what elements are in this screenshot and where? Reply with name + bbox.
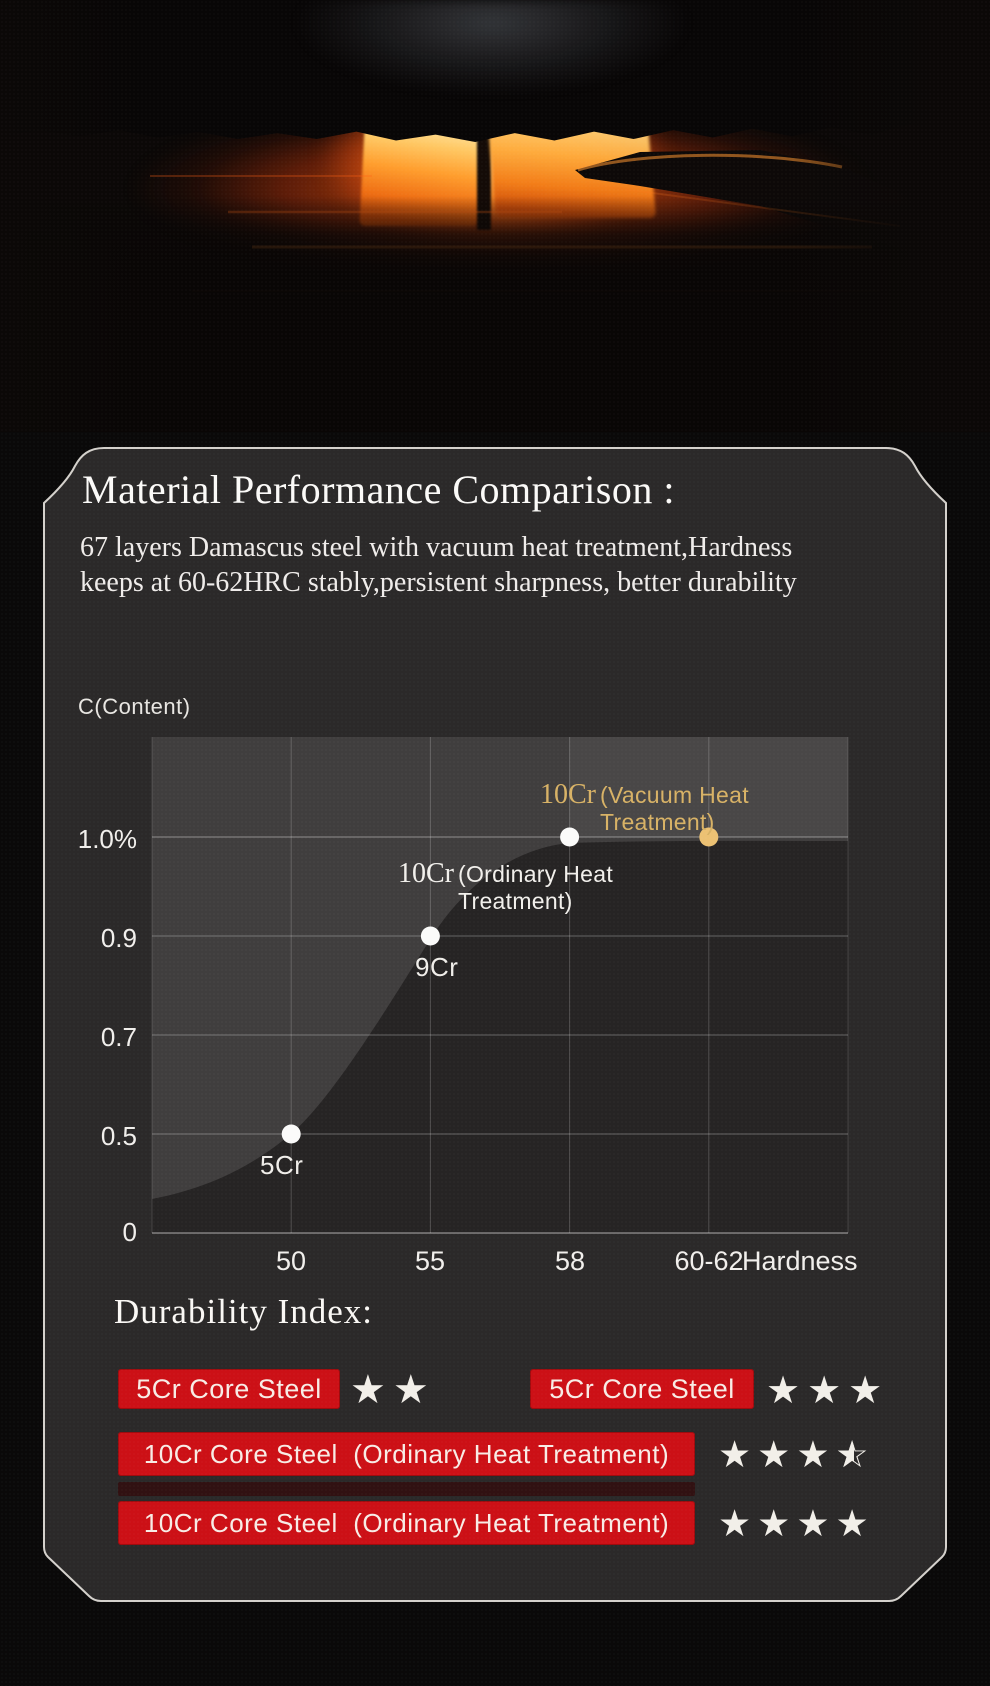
y-tick-0: 0 (122, 1217, 137, 1247)
chart-y-axis-label: C(Content) (78, 694, 191, 719)
plot-highlight-band (569, 737, 848, 837)
star-icon: ★ (718, 1502, 752, 1545)
durability-bar-10cr-ordinary-2: 10Cr Core Steel (Ordinary Heat Treatment… (118, 1501, 695, 1545)
star-icon: ★ (848, 1368, 883, 1412)
photo-side-vignette (0, 0, 990, 432)
star-rating-10cr-ordinary-2: ★ ★ ★ ★ (718, 1505, 869, 1542)
x-tick-50: 50 (275, 1246, 307, 1276)
page-title: Material Performance Comparison : (82, 467, 675, 512)
annotation-5cr: 5Cr (260, 1150, 304, 1180)
x-tick-58: 58 (554, 1246, 586, 1276)
durability-bar-10cr-ordinary-1: 10Cr Core Steel (Ordinary Heat Treatment… (118, 1432, 695, 1476)
durability-bar-5cr-2: 5Cr Core Steel (530, 1369, 754, 1409)
x-tick-55: 55 (414, 1246, 446, 1276)
star-rating-5cr-2: ★ ★ ★ (766, 1371, 882, 1409)
durability-title: Durability Index: (114, 1292, 374, 1331)
horizontal-gridlines (152, 836, 848, 1234)
chart-dot-1 (420, 926, 440, 946)
data-points (281, 827, 719, 1144)
star-icon: ★ (718, 1433, 752, 1476)
star-icon: ★ (757, 1502, 791, 1545)
half-star-icon: ★ ☆ (835, 1433, 869, 1476)
annotation-10cr-ordinary-note: (Ordinary Heat Treatment) (458, 861, 614, 914)
star-icon: ★ (796, 1433, 830, 1476)
chart-dot-2 (560, 827, 580, 847)
annotation-10cr-vacuum: 10Cr (Vacuum Heat Treatment) (540, 779, 852, 836)
star-icon: ★ (392, 1367, 429, 1413)
annotation-10cr-ordinary-name: 10Cr (398, 858, 454, 889)
subtitle-line-2: keeps at 60-62HRC stably,persistent shar… (80, 567, 797, 598)
star-icon: ★ (796, 1502, 830, 1545)
y-tick-0.7: 0.7 (100, 1022, 137, 1052)
y-tick-0.9: 0.9 (100, 923, 137, 953)
chart-dot-3 (699, 827, 719, 847)
star-icon: ★ (350, 1367, 386, 1413)
star-rating-5cr-1: ★ ★ (350, 1370, 429, 1410)
star-icon: ★ (766, 1368, 801, 1412)
star-icon: ★ (835, 1502, 869, 1545)
bar-shadow-strip (118, 1482, 695, 1496)
page-subtitle: 67 layers Damascus steel with vacuum hea… (80, 530, 797, 600)
durability-bar-5cr-1: 5Cr Core Steel (118, 1369, 340, 1409)
subtitle-line-1: 67 layers Damascus steel with vacuum hea… (80, 532, 793, 563)
y-tick-1.0%: 1.0% (77, 824, 137, 854)
annotation-10cr-vacuum-name: 10Cr (540, 779, 596, 810)
star-rating-10cr-ordinary-1: ★ ★ ★ ★ ☆ (718, 1436, 869, 1473)
chart-x-axis-label: Hardness (742, 1246, 858, 1276)
star-icon: ★ (807, 1368, 842, 1412)
vertical-gridlines (151, 737, 849, 1233)
chart-dot-0 (281, 1124, 301, 1144)
forge-photo (0, 0, 990, 432)
star-icon: ★ (757, 1433, 791, 1476)
annotation-9cr: 9Cr (415, 952, 459, 982)
y-tick-0.5: 0.5 (100, 1121, 137, 1151)
carbon-content-area (152, 840, 848, 1233)
chart-plot (151, 737, 849, 1234)
annotation-10cr-vacuum-note: (Vacuum Heat Treatment) (600, 782, 749, 835)
x-tick-60-62: 60-62 (674, 1246, 744, 1276)
annotation-10cr-ordinary: 10Cr (Ordinary Heat Treatment) (398, 858, 712, 915)
